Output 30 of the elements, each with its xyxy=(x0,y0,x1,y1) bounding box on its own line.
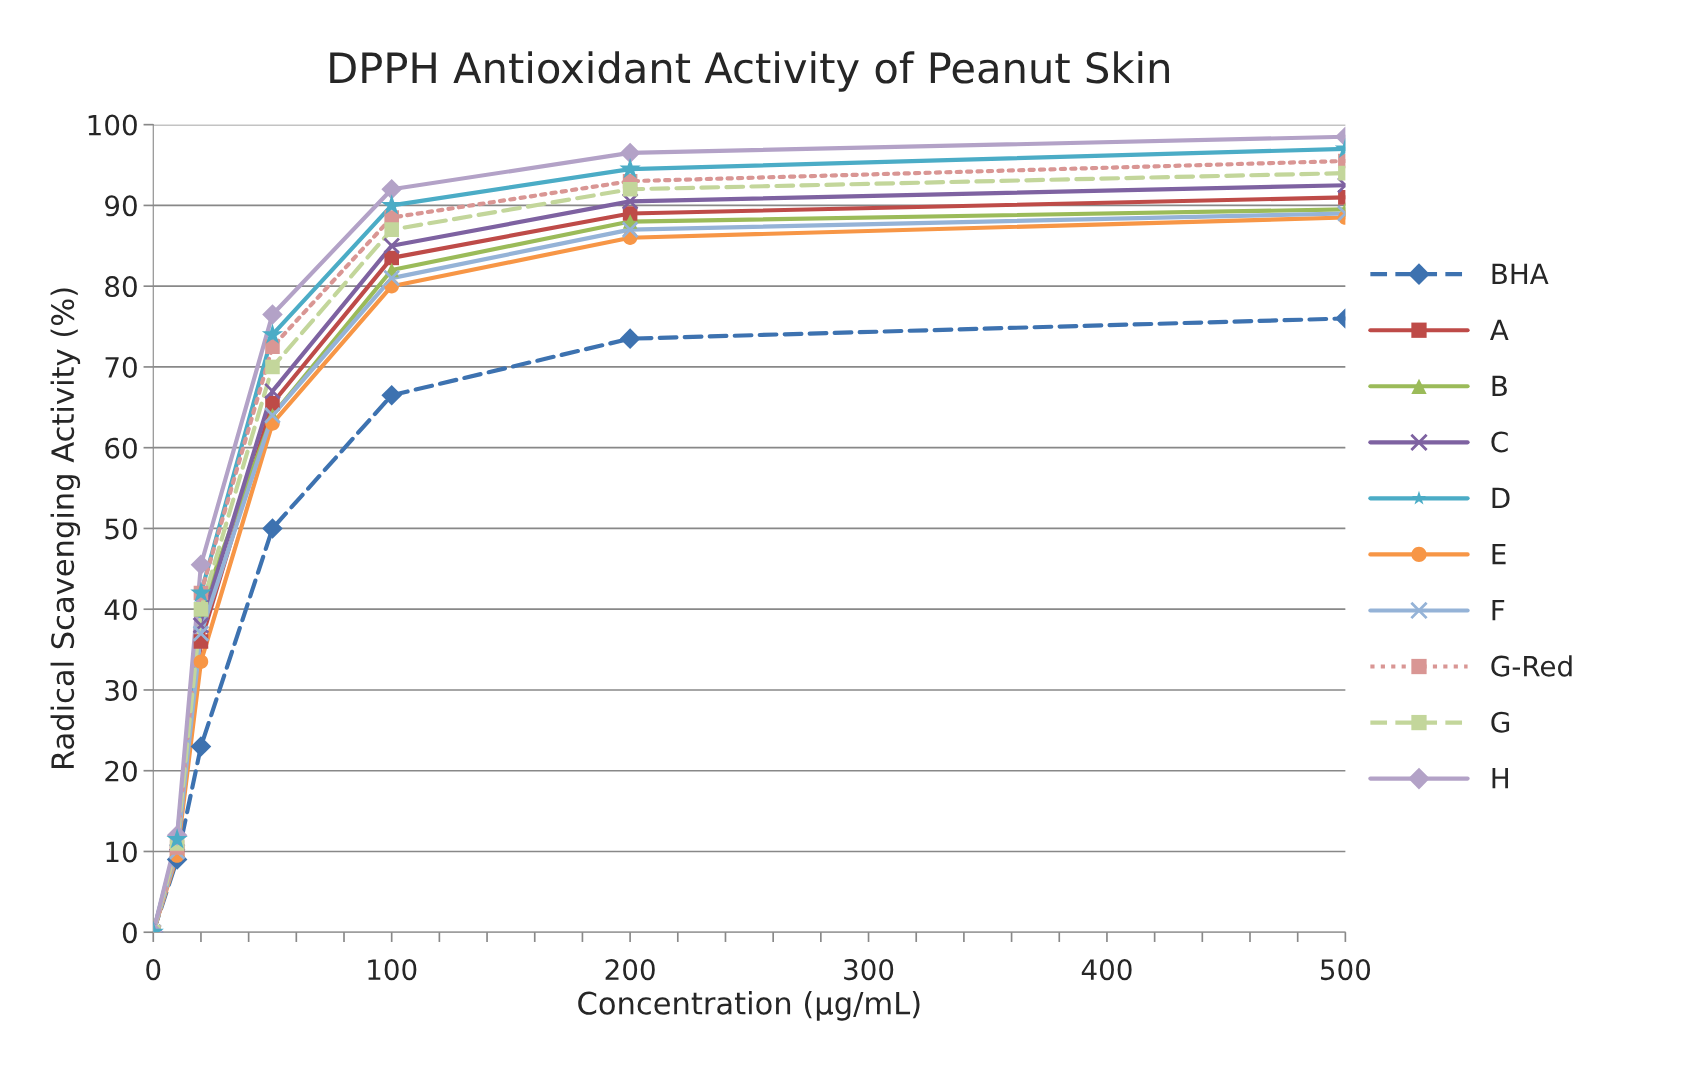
y-tick-label: 30 xyxy=(105,679,137,701)
legend-label: E xyxy=(1492,543,1506,565)
x-tick-label: 200 xyxy=(605,959,655,981)
legend-label: G xyxy=(1491,711,1510,733)
x-tick-label: 100 xyxy=(368,959,417,981)
y-tick-label: 40 xyxy=(104,599,137,621)
legend-label: G-Red xyxy=(1491,655,1572,677)
x-tick-label: 500 xyxy=(1321,959,1371,981)
legend-label: BHA xyxy=(1492,263,1549,284)
y-tick-label: 0 xyxy=(122,922,137,944)
legend-label: D xyxy=(1492,487,1510,509)
y-tick-label: 20 xyxy=(105,760,137,782)
y-tick-label: 10 xyxy=(106,841,137,863)
y-tick-label: 80 xyxy=(105,276,137,298)
y-tick-label: 60 xyxy=(105,437,137,459)
y-tick-label: 50 xyxy=(105,518,137,540)
x-axis-title: Concentration (µg/mL) xyxy=(578,991,920,1021)
x-tick-label: 0 xyxy=(146,959,161,981)
legend-label: H xyxy=(1492,768,1508,789)
legend-label: F xyxy=(1492,599,1505,621)
y-tick-label: 90 xyxy=(105,195,137,217)
legend-label: B xyxy=(1492,375,1507,396)
y-tick-label: 70 xyxy=(105,356,137,378)
legend-label: C xyxy=(1491,431,1508,453)
chart-title: DPPH Antioxidant Activity of Peanut Skin xyxy=(330,51,1169,92)
x-tick-label: 400 xyxy=(1081,959,1132,981)
y-axis-title: Radical Scavenging Activity (%) xyxy=(50,288,81,769)
legend-label: A xyxy=(1490,319,1509,340)
y-tick-label: 100 xyxy=(88,114,137,136)
x-tick-label: 300 xyxy=(844,959,894,981)
